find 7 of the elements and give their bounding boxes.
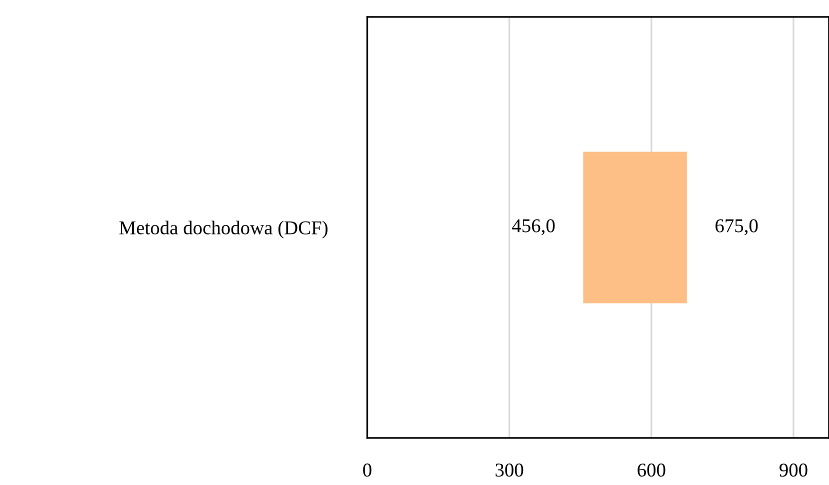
y-tick-label: Metoda dochodowa (DCF) [119,220,328,238]
annotation: 675,0 [716,219,758,236]
x-tick-label: 600 [638,464,666,477]
x-tick-label: 300 [496,464,524,477]
x-tick-label: 0 [363,464,372,477]
annotation: 456,0 [512,219,555,236]
x-tick-label: 900 [780,464,808,477]
